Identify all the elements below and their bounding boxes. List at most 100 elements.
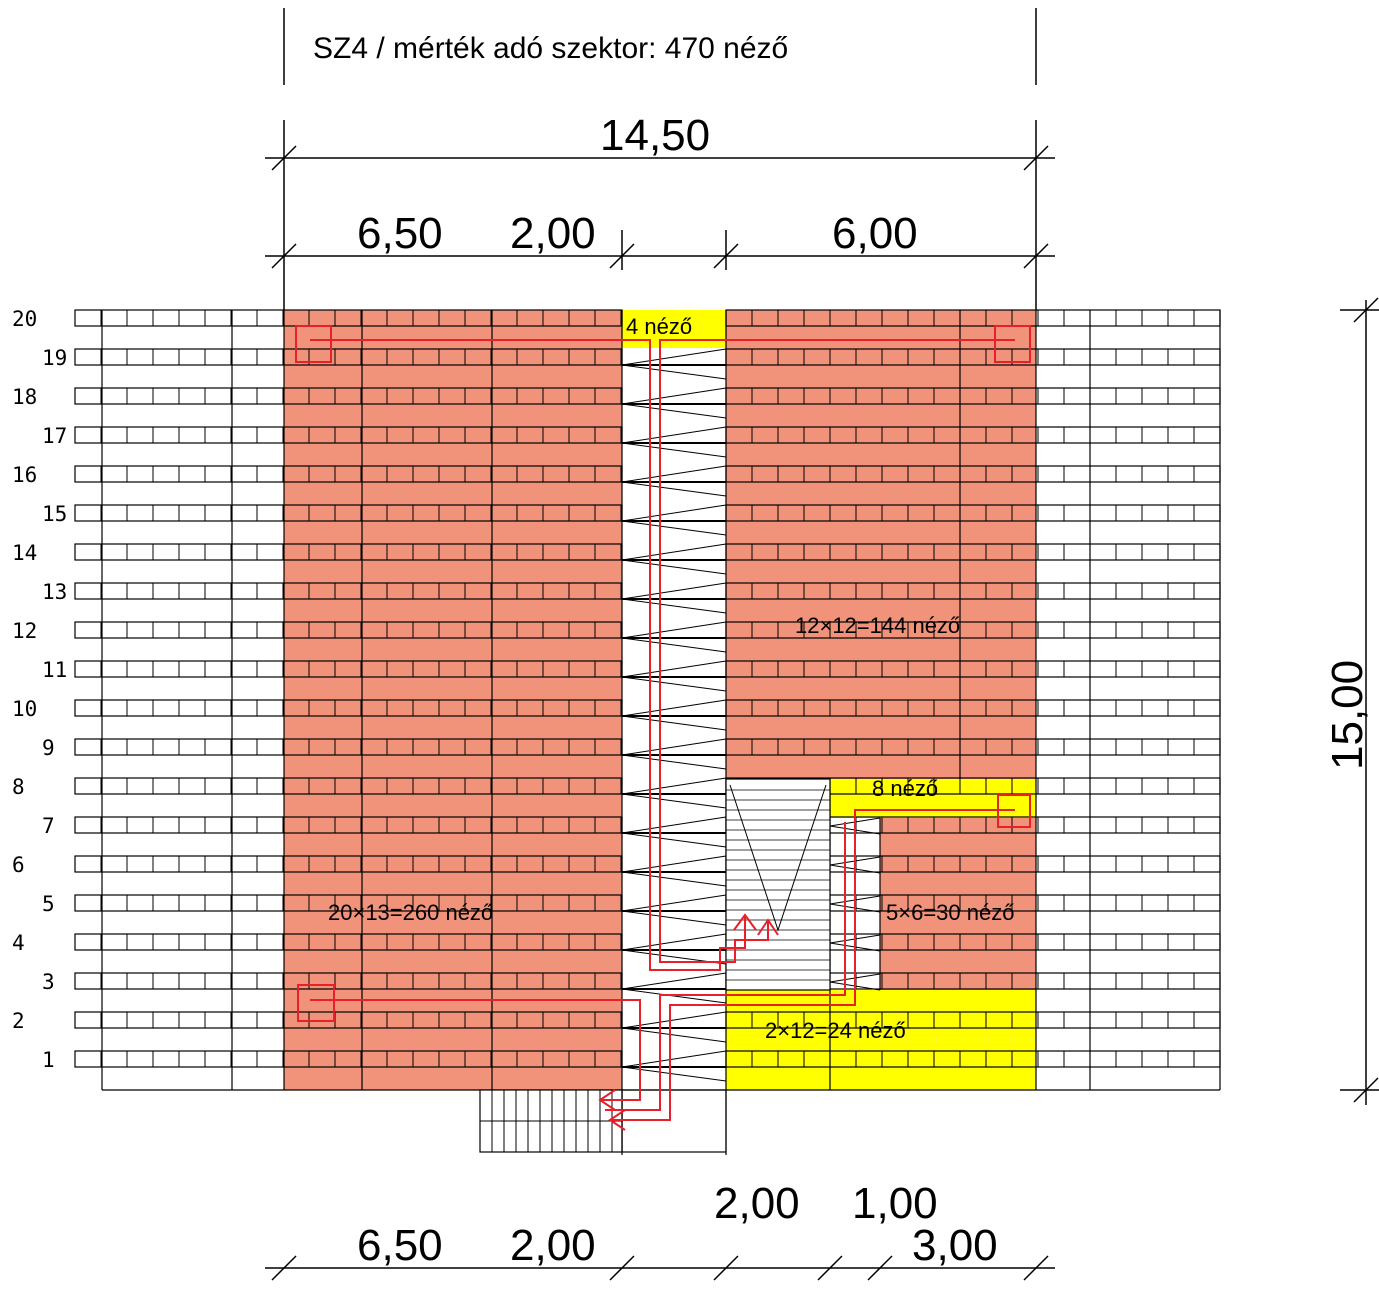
aisle-step <box>621 559 727 575</box>
aisle-step <box>621 871 727 887</box>
route-top <box>310 339 746 971</box>
label-right-large: 12×12=144 néző <box>795 613 960 638</box>
dimension-lines <box>265 8 1379 1281</box>
aisle-step <box>621 481 727 497</box>
aisle-step <box>621 832 727 848</box>
row-number: 18 <box>12 385 37 409</box>
arrow-2 <box>757 918 779 936</box>
aisle-step <box>621 660 727 678</box>
exit-marker-bl <box>297 984 335 1022</box>
row-number: 20 <box>12 307 37 331</box>
dim-top-total: 14,50 <box>600 111 710 160</box>
arrow-1 <box>733 913 757 931</box>
exit-marker-tl <box>295 325 332 363</box>
arrow-3 <box>598 1089 616 1111</box>
entrance-stair <box>479 1089 727 1153</box>
bottom-yellow <box>726 990 1036 1090</box>
dim-bottom-b: 1,00 <box>852 1179 938 1228</box>
aisle-step <box>621 426 727 444</box>
row-number: 9 <box>42 736 55 760</box>
aisle-step <box>621 894 727 912</box>
aisle-step <box>621 387 727 405</box>
eight-yellow <box>830 779 1036 818</box>
row-number: 14 <box>12 541 37 565</box>
aisle-step <box>621 793 727 809</box>
label-right-small-yellow: 8 néző <box>872 776 938 801</box>
row-number: 13 <box>42 580 67 604</box>
dim-bottom-mid: 2,00 <box>510 1221 596 1270</box>
aisle-step <box>621 637 727 653</box>
dim-bottom-left: 6,50 <box>357 1221 443 1270</box>
dim-top-left: 6,50 <box>357 209 443 258</box>
route-right <box>610 809 1015 1121</box>
row-number: 7 <box>42 814 55 838</box>
plan-title: SZ4 / mérték adó szektor: 470 néző <box>313 32 788 65</box>
mid-stair <box>725 778 881 991</box>
seat-grid <box>74 309 1221 1155</box>
aisle-step <box>621 520 727 536</box>
aisle-step <box>621 442 727 458</box>
aisle-step <box>621 1066 727 1082</box>
row-number: 2 <box>12 1009 25 1033</box>
aisle-step <box>621 598 727 614</box>
route-bottom <box>310 999 641 1101</box>
label-bottom-yellow: 2×12=24 néző <box>765 1018 906 1043</box>
aisle-step <box>621 676 727 692</box>
label-left-large: 20×13=260 néző <box>328 900 493 925</box>
aisle-step <box>621 543 727 561</box>
dim-right-height: 15,00 <box>1323 660 1372 770</box>
aisle-step <box>621 348 727 366</box>
row-number: 11 <box>42 658 67 682</box>
aisle-step <box>621 582 727 600</box>
mid-stair-box <box>725 778 831 991</box>
aisle-step <box>621 621 727 639</box>
label-top-aisle: 4 néző <box>626 314 692 339</box>
aisle-step <box>621 855 727 873</box>
row-number: 3 <box>42 970 55 994</box>
row-number: 1 <box>42 1048 55 1072</box>
aisle-step <box>621 465 727 483</box>
aisle-step <box>621 1050 727 1068</box>
mid-stair-arrow <box>729 784 827 932</box>
route-right-b <box>605 822 846 1111</box>
aisle-step <box>621 699 727 717</box>
aisle-step <box>621 933 727 951</box>
route-top-right <box>659 339 1015 963</box>
row-number: 12 <box>12 619 37 643</box>
exit-marker-tr <box>994 325 1031 363</box>
dim-bottom-c: 3,00 <box>912 1221 998 1270</box>
row-number: 15 <box>42 502 67 526</box>
dim-top-mid: 2,00 <box>510 209 596 258</box>
row-number: 6 <box>12 853 25 877</box>
aisle-step <box>621 1011 727 1029</box>
row-number: 17 <box>42 424 67 448</box>
aisle-step <box>621 910 727 926</box>
aisle-step <box>621 754 727 770</box>
aisle-step <box>621 403 727 419</box>
row-number: 19 <box>42 346 67 370</box>
row-number: 4 <box>12 931 25 955</box>
exit-marker-r <box>997 794 1031 828</box>
row-number: 16 <box>12 463 37 487</box>
aisle-step <box>621 972 727 990</box>
arrow-4 <box>608 1109 626 1131</box>
right-salmon-zone <box>726 310 1036 780</box>
right-mid-salmon-zone <box>880 818 1036 990</box>
aisle-step <box>621 816 727 834</box>
dim-bottom-a: 2,00 <box>714 1179 800 1228</box>
row-number: 10 <box>12 697 37 721</box>
aisle-stairs <box>621 348 727 1082</box>
row-number: 5 <box>42 892 55 916</box>
escape-routes <box>295 325 1031 1131</box>
top-aisle-yellow <box>622 310 726 348</box>
aisle-step <box>621 738 727 756</box>
aisle-step <box>621 1027 727 1043</box>
label-right-mid: 5×6=30 néző <box>886 900 1014 925</box>
aisle-step <box>621 364 727 380</box>
aisle-step <box>621 777 727 795</box>
dim-top-right: 6,00 <box>832 209 918 258</box>
aisle-step <box>621 504 727 522</box>
row-number: 8 <box>12 775 25 799</box>
